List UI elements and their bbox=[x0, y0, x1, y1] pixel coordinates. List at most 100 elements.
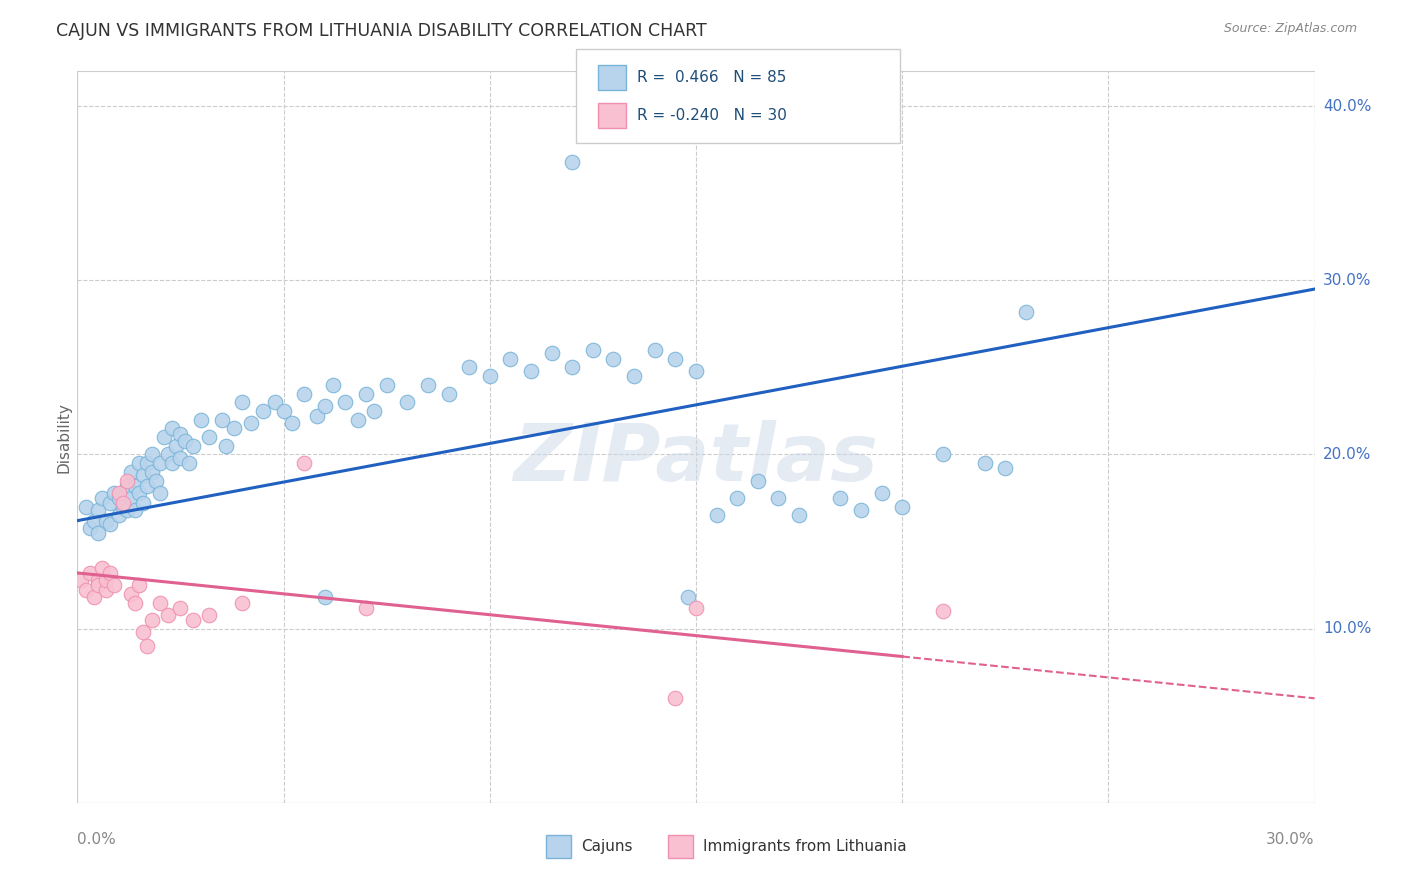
Text: 0.0%: 0.0% bbox=[77, 832, 117, 847]
Point bbox=[87, 573, 110, 587]
Point bbox=[181, 439, 204, 453]
Point bbox=[499, 351, 522, 366]
Point bbox=[932, 604, 955, 618]
Point bbox=[335, 395, 357, 409]
Point bbox=[725, 491, 748, 505]
Point bbox=[157, 448, 180, 462]
Point bbox=[239, 416, 262, 430]
Point bbox=[314, 399, 336, 413]
Text: R = -0.240   N = 30: R = -0.240 N = 30 bbox=[637, 108, 787, 123]
Point bbox=[198, 430, 221, 444]
Point bbox=[111, 500, 134, 514]
Point bbox=[115, 479, 138, 493]
Text: R =  0.466   N = 85: R = 0.466 N = 85 bbox=[637, 70, 786, 85]
Point bbox=[128, 578, 150, 592]
Point bbox=[973, 456, 995, 470]
Point bbox=[363, 404, 385, 418]
Text: Immigrants from Lithuania: Immigrants from Lithuania bbox=[703, 839, 907, 854]
Point bbox=[747, 474, 769, 488]
Point bbox=[169, 600, 191, 615]
Point bbox=[181, 613, 204, 627]
Point bbox=[322, 377, 344, 392]
Point bbox=[292, 386, 315, 401]
Point bbox=[676, 591, 699, 605]
Text: Cajuns: Cajuns bbox=[581, 839, 633, 854]
Point bbox=[354, 600, 377, 615]
Point bbox=[132, 468, 155, 483]
Point bbox=[375, 377, 398, 392]
Point bbox=[231, 595, 253, 609]
Point bbox=[540, 346, 562, 360]
Point bbox=[177, 456, 200, 470]
Point bbox=[103, 485, 125, 500]
Point bbox=[264, 395, 287, 409]
Point bbox=[160, 456, 183, 470]
Point bbox=[96, 573, 118, 587]
Point bbox=[132, 625, 155, 640]
Point bbox=[83, 591, 105, 605]
Point bbox=[830, 491, 852, 505]
Point bbox=[891, 500, 914, 514]
Point bbox=[98, 517, 121, 532]
Point bbox=[458, 360, 481, 375]
Point bbox=[124, 503, 146, 517]
Point bbox=[231, 395, 253, 409]
Text: 20.0%: 20.0% bbox=[1323, 447, 1371, 462]
Point bbox=[149, 595, 172, 609]
Point bbox=[75, 583, 97, 598]
Point bbox=[83, 514, 105, 528]
Point bbox=[120, 465, 142, 479]
Point bbox=[70, 573, 93, 587]
Point bbox=[932, 448, 955, 462]
Point bbox=[222, 421, 245, 435]
Text: 30.0%: 30.0% bbox=[1267, 832, 1315, 847]
Point bbox=[478, 369, 501, 384]
Point bbox=[96, 514, 118, 528]
Point bbox=[87, 503, 110, 517]
Point bbox=[602, 351, 624, 366]
Text: 30.0%: 30.0% bbox=[1323, 273, 1371, 288]
Point bbox=[870, 485, 893, 500]
Text: Source: ZipAtlas.com: Source: ZipAtlas.com bbox=[1223, 22, 1357, 36]
Point bbox=[685, 600, 707, 615]
Point bbox=[437, 386, 460, 401]
Point bbox=[115, 503, 138, 517]
Point bbox=[132, 496, 155, 510]
Point bbox=[520, 364, 543, 378]
Point bbox=[211, 412, 233, 426]
Point bbox=[173, 434, 195, 448]
Point bbox=[87, 578, 110, 592]
Point bbox=[292, 456, 315, 470]
Point bbox=[91, 560, 114, 574]
Point bbox=[215, 439, 238, 453]
Point bbox=[685, 364, 707, 378]
Y-axis label: Disability: Disability bbox=[56, 401, 72, 473]
Point bbox=[111, 496, 134, 510]
Point bbox=[91, 491, 114, 505]
Point bbox=[768, 491, 790, 505]
Point bbox=[165, 439, 187, 453]
Point bbox=[75, 500, 97, 514]
Text: CAJUN VS IMMIGRANTS FROM LITHUANIA DISABILITY CORRELATION CHART: CAJUN VS IMMIGRANTS FROM LITHUANIA DISAB… bbox=[56, 22, 707, 40]
Point bbox=[128, 456, 150, 470]
Point bbox=[153, 430, 176, 444]
Point bbox=[115, 474, 138, 488]
Point bbox=[849, 503, 872, 517]
Point bbox=[136, 456, 159, 470]
Point bbox=[98, 496, 121, 510]
Point bbox=[141, 448, 163, 462]
Text: 40.0%: 40.0% bbox=[1323, 99, 1371, 113]
Point bbox=[107, 491, 129, 505]
Point bbox=[107, 508, 129, 523]
Point bbox=[561, 360, 583, 375]
Point bbox=[141, 465, 163, 479]
Point bbox=[107, 485, 129, 500]
Point bbox=[706, 508, 728, 523]
Point bbox=[136, 479, 159, 493]
Point bbox=[136, 639, 159, 653]
Point bbox=[664, 351, 686, 366]
Point bbox=[252, 404, 274, 418]
Point bbox=[169, 426, 191, 441]
Point bbox=[87, 525, 110, 540]
Point bbox=[582, 343, 605, 357]
